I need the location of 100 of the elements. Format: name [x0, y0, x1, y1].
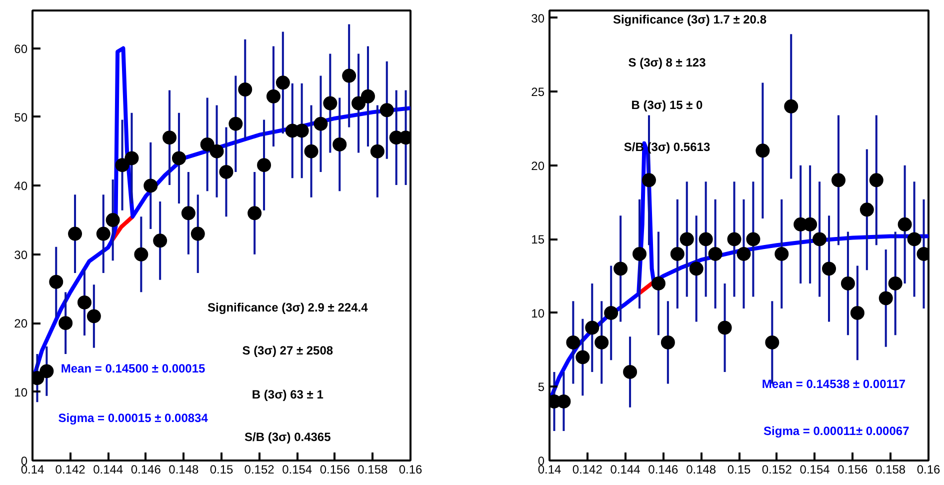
x-tick-label: 0.158: [358, 462, 388, 476]
x-tick-label: 0.156: [838, 462, 868, 476]
y-tick-label: 30: [531, 11, 545, 26]
x-tick-label: 0.156: [320, 462, 350, 476]
x-tick-label: 0.146: [130, 462, 162, 476]
x-tick-label: 0.152: [244, 462, 275, 476]
x-tick-label: 0.158: [876, 462, 906, 476]
point: [907, 232, 922, 246]
point: [614, 262, 628, 276]
point: [276, 76, 290, 90]
x-tick-label: 0.16: [398, 462, 423, 476]
point: [86, 309, 101, 324]
annotation: B (3σ) 15 ± 0: [631, 98, 704, 112]
point: [765, 335, 780, 350]
annotation: S/B (3σ) 0.4365: [244, 430, 332, 444]
y-tick-label: 5: [538, 380, 545, 394]
point: [190, 226, 205, 241]
point: [106, 213, 120, 228]
point: [746, 232, 760, 246]
point: [840, 276, 855, 290]
x-tick-label: 0.144: [93, 462, 124, 476]
point: [594, 335, 609, 350]
annotation: Sigma = 0.00011± 0.00067: [764, 424, 910, 438]
point: [228, 116, 243, 131]
y-tick-label: 25: [531, 85, 545, 100]
y-tick-label: 20: [14, 316, 28, 331]
point: [756, 144, 770, 158]
point: [822, 262, 836, 276]
point: [556, 394, 571, 408]
point: [869, 173, 884, 188]
x-tick-label: 0.152: [762, 462, 792, 476]
point: [380, 103, 394, 118]
point: [736, 246, 751, 261]
point: [831, 173, 846, 188]
point: [632, 246, 647, 261]
point: [144, 178, 158, 193]
point: [878, 291, 893, 306]
annotation: Mean = 0.14500 ± 0.00015: [60, 362, 206, 376]
point: [370, 144, 384, 158]
x-tick-label: 0.16: [916, 462, 941, 476]
point: [266, 89, 280, 104]
point: [172, 151, 186, 166]
point: [162, 130, 177, 145]
point: [96, 226, 110, 241]
point: [689, 262, 704, 276]
point: [604, 306, 618, 320]
point: [360, 89, 375, 104]
point: [566, 335, 580, 350]
point: [304, 144, 318, 158]
point: [210, 144, 224, 158]
point: [898, 217, 912, 232]
point: [623, 364, 638, 379]
point: [774, 246, 789, 261]
x-tick-label: 0.144: [610, 462, 641, 476]
point: [124, 151, 139, 166]
y-tick-label: 10: [531, 306, 545, 320]
point: [248, 206, 262, 220]
point: [585, 320, 600, 335]
y-tick-label: 30: [14, 248, 28, 262]
point: [134, 247, 148, 262]
x-tick-label: 0.148: [168, 462, 200, 476]
point: [323, 96, 338, 110]
point: [40, 364, 54, 378]
point: [812, 232, 827, 246]
point: [332, 137, 347, 152]
point: [642, 173, 656, 188]
x-tick-label: 0.154: [800, 462, 830, 476]
annotation: Mean = 0.14538 ± 0.00117: [762, 377, 906, 391]
y-tick-label: 50: [14, 110, 28, 124]
point: [708, 246, 722, 261]
annotation: B (3σ) 63 ± 1: [252, 387, 324, 402]
x-tick-label: 0.142: [55, 462, 86, 476]
x-tick-label: 0.146: [648, 462, 679, 476]
point: [49, 274, 64, 289]
point: [670, 246, 684, 261]
annotation: S (3σ) 8 ± 123: [628, 55, 706, 70]
point: [784, 99, 798, 114]
point: [58, 316, 73, 330]
point: [219, 164, 234, 179]
annotation: Significance (3σ) 2.9 ± 224.4: [208, 300, 368, 314]
point: [888, 276, 902, 290]
point: [352, 96, 366, 110]
annotation: Significance (3σ) 1.7 ± 20.8: [612, 12, 767, 26]
annotation: S (3σ) 27 ± 2508: [242, 343, 334, 358]
point: [698, 232, 713, 246]
point: [77, 296, 92, 310]
point: [860, 202, 874, 217]
y-tick-label: 40: [14, 179, 28, 194]
point: [718, 320, 732, 335]
y-tick-label: 15: [531, 232, 545, 247]
y-tick-label: 10: [14, 385, 28, 400]
point: [257, 158, 272, 172]
point: [200, 137, 214, 152]
annotation: Sigma = 0.00015 ± 0.00834: [58, 410, 208, 425]
point: [680, 232, 694, 246]
point: [238, 82, 252, 96]
point: [115, 158, 130, 172]
point: [153, 234, 168, 248]
y-tick-label: 60: [14, 42, 28, 56]
point: [181, 206, 196, 220]
